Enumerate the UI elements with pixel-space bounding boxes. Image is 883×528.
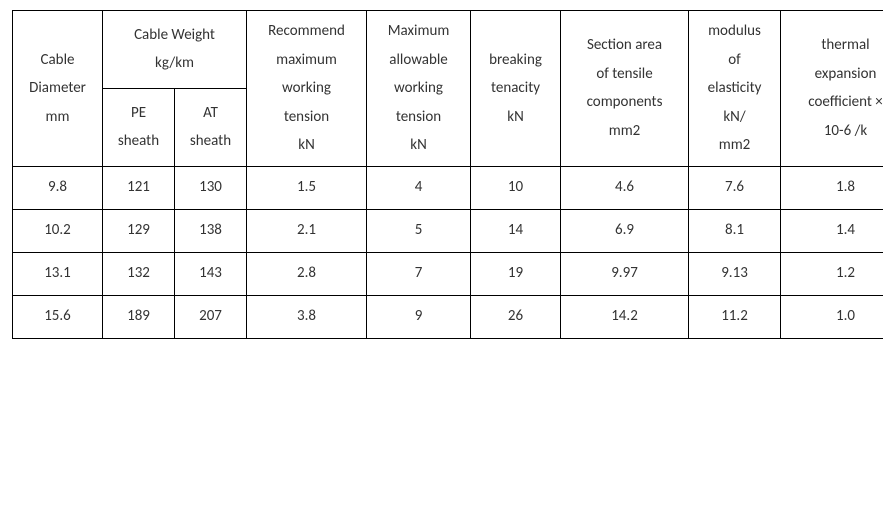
- cable-spec-table: CableDiametermm Cable Weightkg/km Recomm…: [12, 10, 883, 339]
- hdr-weight-top: Cable Weightkg/km: [103, 11, 247, 89]
- cell-pe: 129: [103, 209, 175, 252]
- hdr-max-allow: MaximumallowableworkingtensionkN: [367, 11, 471, 167]
- cell-thermal: 1.4: [781, 209, 883, 252]
- cell-diameter: 15.6: [13, 295, 103, 338]
- cell-modulus: 9.13: [689, 252, 781, 295]
- cell-at: 138: [175, 209, 247, 252]
- cell-breaking: 10: [471, 166, 561, 209]
- cell-section: 14.2: [561, 295, 689, 338]
- cell-diameter: 9.8: [13, 166, 103, 209]
- cell-thermal: 1.8: [781, 166, 883, 209]
- cell-breaking: 26: [471, 295, 561, 338]
- cell-modulus: 8.1: [689, 209, 781, 252]
- cell-recommend: 3.8: [247, 295, 367, 338]
- table-row: 9.81211301.54104.67.61.8: [13, 166, 883, 209]
- hdr-breaking: breakingtenacitykN: [471, 11, 561, 167]
- cell-recommend: 1.5: [247, 166, 367, 209]
- cell-max: 5: [367, 209, 471, 252]
- cable-spec-table-wrap: CableDiametermm Cable Weightkg/km Recomm…: [0, 0, 883, 349]
- cell-thermal: 1.2: [781, 252, 883, 295]
- cell-recommend: 2.1: [247, 209, 367, 252]
- hdr-weight-pe: PEsheath: [103, 88, 175, 166]
- table-body: 9.81211301.54104.67.61.810.21291382.1514…: [13, 166, 883, 338]
- hdr-section: Section areaof tensilecomponentsmm2: [561, 11, 689, 167]
- cell-pe: 132: [103, 252, 175, 295]
- cell-pe: 189: [103, 295, 175, 338]
- cell-section: 9.97: [561, 252, 689, 295]
- hdr-thermal: thermalexpansioncoefficient ×10-6 /k: [781, 11, 883, 167]
- hdr-weight-at: ATsheath: [175, 88, 247, 166]
- cell-at: 207: [175, 295, 247, 338]
- cell-at: 143: [175, 252, 247, 295]
- cell-max: 9: [367, 295, 471, 338]
- cell-breaking: 19: [471, 252, 561, 295]
- cell-section: 4.6: [561, 166, 689, 209]
- cell-diameter: 10.2: [13, 209, 103, 252]
- cell-max: 4: [367, 166, 471, 209]
- cell-modulus: 11.2: [689, 295, 781, 338]
- cell-thermal: 1.0: [781, 295, 883, 338]
- cell-breaking: 14: [471, 209, 561, 252]
- table-row: 10.21291382.15146.98.11.4: [13, 209, 883, 252]
- table-row: 15.61892073.892614.211.21.0: [13, 295, 883, 338]
- hdr-recommend: RecommendmaximumworkingtensionkN: [247, 11, 367, 167]
- header-row-1: CableDiametermm Cable Weightkg/km Recomm…: [13, 11, 883, 89]
- cell-pe: 121: [103, 166, 175, 209]
- cell-section: 6.9: [561, 209, 689, 252]
- table-row: 13.11321432.87199.979.131.2: [13, 252, 883, 295]
- hdr-diameter: CableDiametermm: [13, 11, 103, 167]
- table-header: CableDiametermm Cable Weightkg/km Recomm…: [13, 11, 883, 167]
- cell-diameter: 13.1: [13, 252, 103, 295]
- cell-max: 7: [367, 252, 471, 295]
- cell-recommend: 2.8: [247, 252, 367, 295]
- cell-modulus: 7.6: [689, 166, 781, 209]
- hdr-modulus: modulusofelasticitykN/mm2: [689, 11, 781, 167]
- cell-at: 130: [175, 166, 247, 209]
